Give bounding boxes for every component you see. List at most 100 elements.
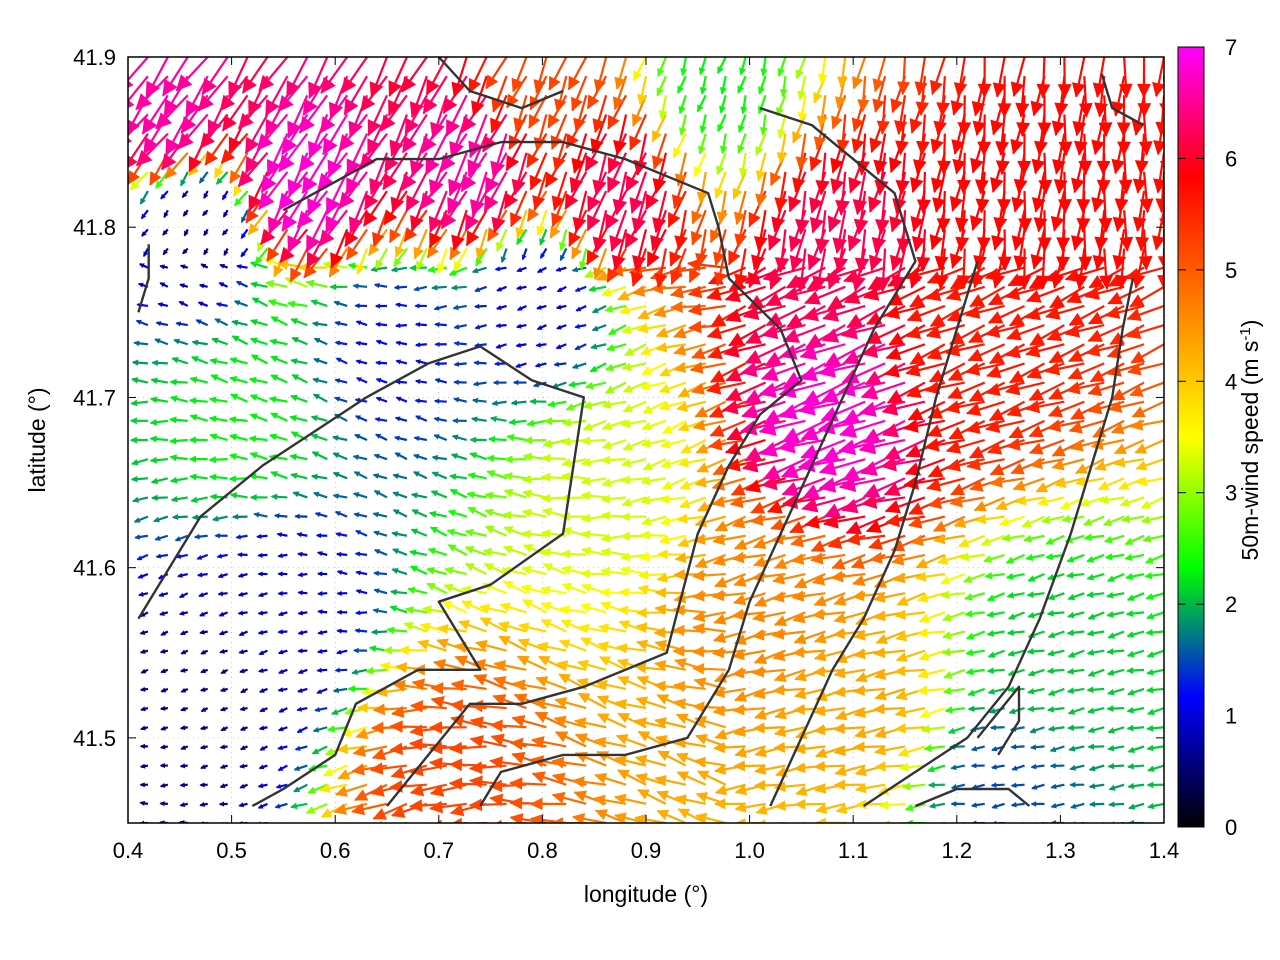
wind-vector (521, 598, 547, 614)
wind-vector (160, 630, 169, 636)
wind-vector (159, 744, 169, 750)
wind-vector (492, 694, 527, 710)
wind-vector (620, 552, 647, 562)
wind-vector (901, 782, 926, 791)
wind-vector (352, 647, 368, 654)
wind-vector (793, 630, 826, 645)
wind-vector (1067, 592, 1085, 601)
wind-vector (427, 547, 448, 556)
wind-vector (751, 666, 786, 678)
wind-vector (475, 639, 507, 652)
wind-vector (1025, 553, 1045, 561)
wind-vector (464, 562, 488, 576)
wind-vector (657, 549, 686, 560)
wind-vector (813, 760, 846, 772)
wind-vector (239, 706, 248, 712)
wind-vector (238, 649, 248, 655)
wind-vector (895, 649, 926, 662)
wind-vector (482, 547, 507, 557)
wind-vector (920, 724, 945, 734)
wind-vector (1082, 515, 1105, 526)
wind-vector (594, 809, 627, 823)
wind-vector (939, 573, 966, 585)
wind-vector (1126, 630, 1145, 638)
wind-vector (676, 513, 706, 524)
wind-vector (1086, 649, 1105, 656)
wind-vector (793, 743, 826, 755)
wind-vector (551, 791, 587, 805)
wind-vector (200, 649, 209, 655)
wind-vector (1027, 668, 1045, 677)
wind-vector (752, 722, 786, 734)
wind-vector (370, 628, 388, 636)
wind-vector (334, 783, 368, 797)
wind-vector (128, 114, 129, 117)
wind-vector (276, 532, 288, 538)
wind-vector (556, 660, 587, 671)
wind-vector (596, 713, 627, 729)
wind-vector (915, 553, 946, 569)
wind-vector (966, 630, 986, 640)
wind-vector (577, 692, 607, 710)
wind-vector (443, 583, 468, 595)
wind-vector (621, 496, 647, 507)
wind-vector (239, 745, 248, 751)
wind-vector (483, 562, 507, 576)
wind-vector (128, 459, 129, 461)
y-tick-label: 41.7 (73, 385, 116, 410)
wind-vector (316, 571, 328, 577)
wind-vector (986, 667, 1005, 675)
wind-vector (214, 533, 228, 539)
wind-vector (614, 698, 647, 710)
wind-vector (128, 708, 129, 710)
wind-vector (554, 696, 587, 710)
wind-vector (386, 626, 408, 635)
wind-vector (712, 686, 746, 699)
wind-vector (1106, 591, 1125, 599)
wind-vector (600, 494, 627, 504)
wind-vector (128, 210, 129, 212)
wind-vector (891, 553, 926, 566)
wind-vector (179, 630, 189, 636)
wind-vector (594, 772, 627, 786)
wind-vector (297, 630, 308, 636)
wind-vector (128, 76, 129, 79)
wind-vector (950, 783, 966, 790)
wind-vector (845, 532, 886, 546)
wind-vector (1047, 649, 1065, 657)
colorbar-title-main: 50m-wind speed (m s (1237, 341, 1263, 561)
wind-vector (520, 584, 547, 595)
wind-vector (615, 734, 647, 748)
wind-vector (277, 745, 288, 751)
wind-vector (128, 783, 129, 785)
wind-vector (614, 755, 647, 767)
wind-vector (509, 777, 547, 790)
wind-vector (941, 647, 965, 657)
wind-vector (220, 668, 229, 675)
wind-vector (159, 705, 168, 711)
wind-vector (199, 801, 208, 807)
wind-vector (1068, 745, 1085, 752)
wind-vectors (128, 57, 1164, 823)
wind-vector (813, 649, 846, 662)
wind-vector (257, 552, 268, 558)
wind-vector (986, 630, 1005, 637)
wind-vector (407, 586, 428, 595)
wind-vector (537, 655, 567, 671)
wind-vector (878, 800, 906, 810)
wind-vector (638, 570, 666, 580)
wind-vector (941, 630, 966, 640)
wind-vector (373, 548, 388, 556)
wind-vector (926, 764, 946, 773)
wind-vector (196, 553, 209, 560)
wind-vector (772, 572, 806, 585)
wind-vector (128, 497, 129, 499)
wind-vector (540, 585, 567, 595)
wind-vector (1107, 687, 1125, 696)
wind-vector (791, 590, 826, 602)
y-tick-label: 41.9 (73, 45, 116, 70)
wind-vector (573, 717, 607, 729)
wind-vector (1070, 802, 1085, 809)
wind-vector (1030, 801, 1045, 807)
wind-vector (692, 569, 726, 582)
